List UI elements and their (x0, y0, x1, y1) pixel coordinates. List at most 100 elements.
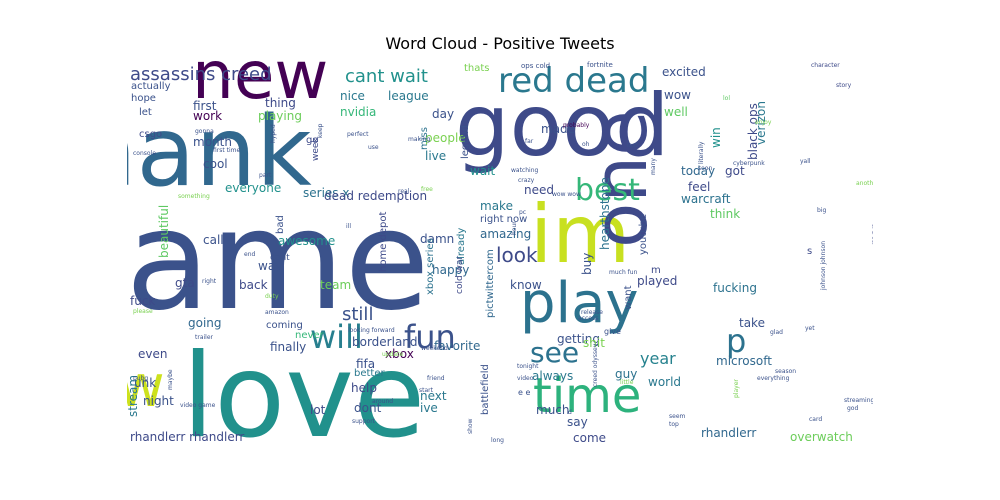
word-glad: glad (770, 329, 783, 336)
word-make: make (480, 199, 513, 213)
word-overwatch: overwatch (790, 430, 853, 444)
word-buy: buy (580, 253, 594, 275)
word-time: time (533, 368, 641, 424)
word-duty: duty (265, 293, 279, 300)
word-end: end (244, 251, 255, 258)
word-nice: nice (340, 89, 365, 103)
word-coming: coming (266, 320, 303, 331)
word-awesome: awesome (278, 234, 335, 248)
word-e-e: e e (518, 388, 530, 397)
word-god: god (847, 405, 858, 412)
word-year: year (640, 349, 676, 368)
word-youtube: youtube (638, 214, 649, 255)
word-use: use (368, 144, 379, 151)
word-another: another (856, 180, 873, 187)
word-m: m (651, 265, 661, 276)
word-live: live (425, 149, 446, 163)
word-hour: hour (511, 221, 518, 235)
word-series-x: series x (303, 186, 349, 200)
word-win: win (709, 127, 723, 148)
word-hearthstone: hearthstone (598, 177, 612, 250)
word-going: going (188, 316, 222, 330)
word-start: start (419, 387, 434, 394)
word-microsoft: microsoft (716, 354, 772, 368)
word-take: take (739, 316, 765, 330)
word-fuck: fuck (130, 294, 155, 308)
word-part: part (259, 172, 272, 179)
word-perfect: perfect (347, 131, 369, 138)
word-league: league (388, 89, 429, 103)
word-already: already (456, 228, 467, 265)
word-red-dead: red dead (498, 61, 649, 101)
word-actually: actually (131, 81, 171, 92)
word-real: real (398, 188, 410, 195)
word-go: go (306, 135, 318, 146)
word-thing: thing (265, 96, 296, 110)
word-around: around (372, 398, 393, 405)
word-come: come (573, 431, 606, 445)
word-need: need (524, 183, 554, 197)
word-one: one (578, 110, 664, 248)
word-people: people (425, 131, 466, 145)
word-want: want (623, 285, 634, 310)
word-play: play (520, 271, 639, 336)
word-season: season (775, 368, 796, 375)
word-oh: oh (582, 141, 590, 148)
word-johnson-johnson: johnson johnson (820, 241, 827, 291)
word-soon: soon (698, 165, 712, 172)
word-always: always (532, 369, 573, 383)
word-everyone: everyone (225, 181, 281, 195)
word-access: access (578, 315, 598, 322)
word-p: p (726, 322, 746, 360)
word-card: card (809, 416, 822, 423)
word-cold-war: cold war (455, 256, 465, 294)
word-pubg: pubg (133, 375, 148, 382)
word-played: played (637, 274, 677, 288)
word-last: last (627, 142, 638, 149)
word-verizon: verizon (754, 101, 768, 145)
word-weekend: weekend (421, 345, 448, 352)
word-rhandlerr: rhandlerr (701, 426, 756, 440)
word-day: day (432, 107, 454, 121)
word-night: night (143, 394, 174, 408)
word-cyberpunk: cyberpunk (733, 160, 765, 167)
word-trailer: trailer (195, 334, 214, 341)
word-week: week (311, 137, 321, 161)
word-wait: wait (470, 164, 496, 178)
word-home-depot: home depot (378, 212, 389, 272)
word-guy: guy (615, 367, 637, 381)
word-keep: keep (317, 123, 324, 138)
word-maybe: maybe (167, 369, 174, 390)
word-unk: unk (134, 376, 156, 390)
word-right-now: right now (480, 214, 527, 225)
word-big: big (817, 207, 826, 214)
word-miss: miss (419, 127, 430, 150)
word-back: back (239, 278, 268, 292)
word-still: still (342, 304, 373, 325)
word-got: got (725, 164, 745, 178)
word-player: player (733, 379, 740, 398)
word-better: better (354, 368, 385, 379)
word-s: s (807, 246, 812, 257)
word-xbox: xbox (385, 347, 414, 361)
word-making: making (408, 136, 430, 143)
word-team: team (320, 278, 351, 292)
word-enjoy: enjoy (755, 119, 772, 126)
word-favorite: favorite (434, 339, 480, 353)
word-many: many (650, 158, 657, 175)
word-warcraft: warcraft (681, 192, 731, 206)
word-yall: yall (800, 158, 811, 165)
word-free: free (421, 186, 433, 193)
word-stream: stream (127, 375, 140, 417)
word-streaming: streaming (844, 397, 873, 404)
word-d: d (568, 409, 572, 416)
word-first: first (193, 99, 217, 113)
word-say: say (567, 415, 588, 429)
word-battlefield: battlefield (480, 364, 491, 415)
word-cant: cant (270, 253, 290, 263)
word-watching: watching (511, 167, 539, 174)
word-game: game (127, 180, 430, 341)
word-pc: pc (519, 209, 526, 216)
word-video-game: video game (180, 402, 216, 409)
